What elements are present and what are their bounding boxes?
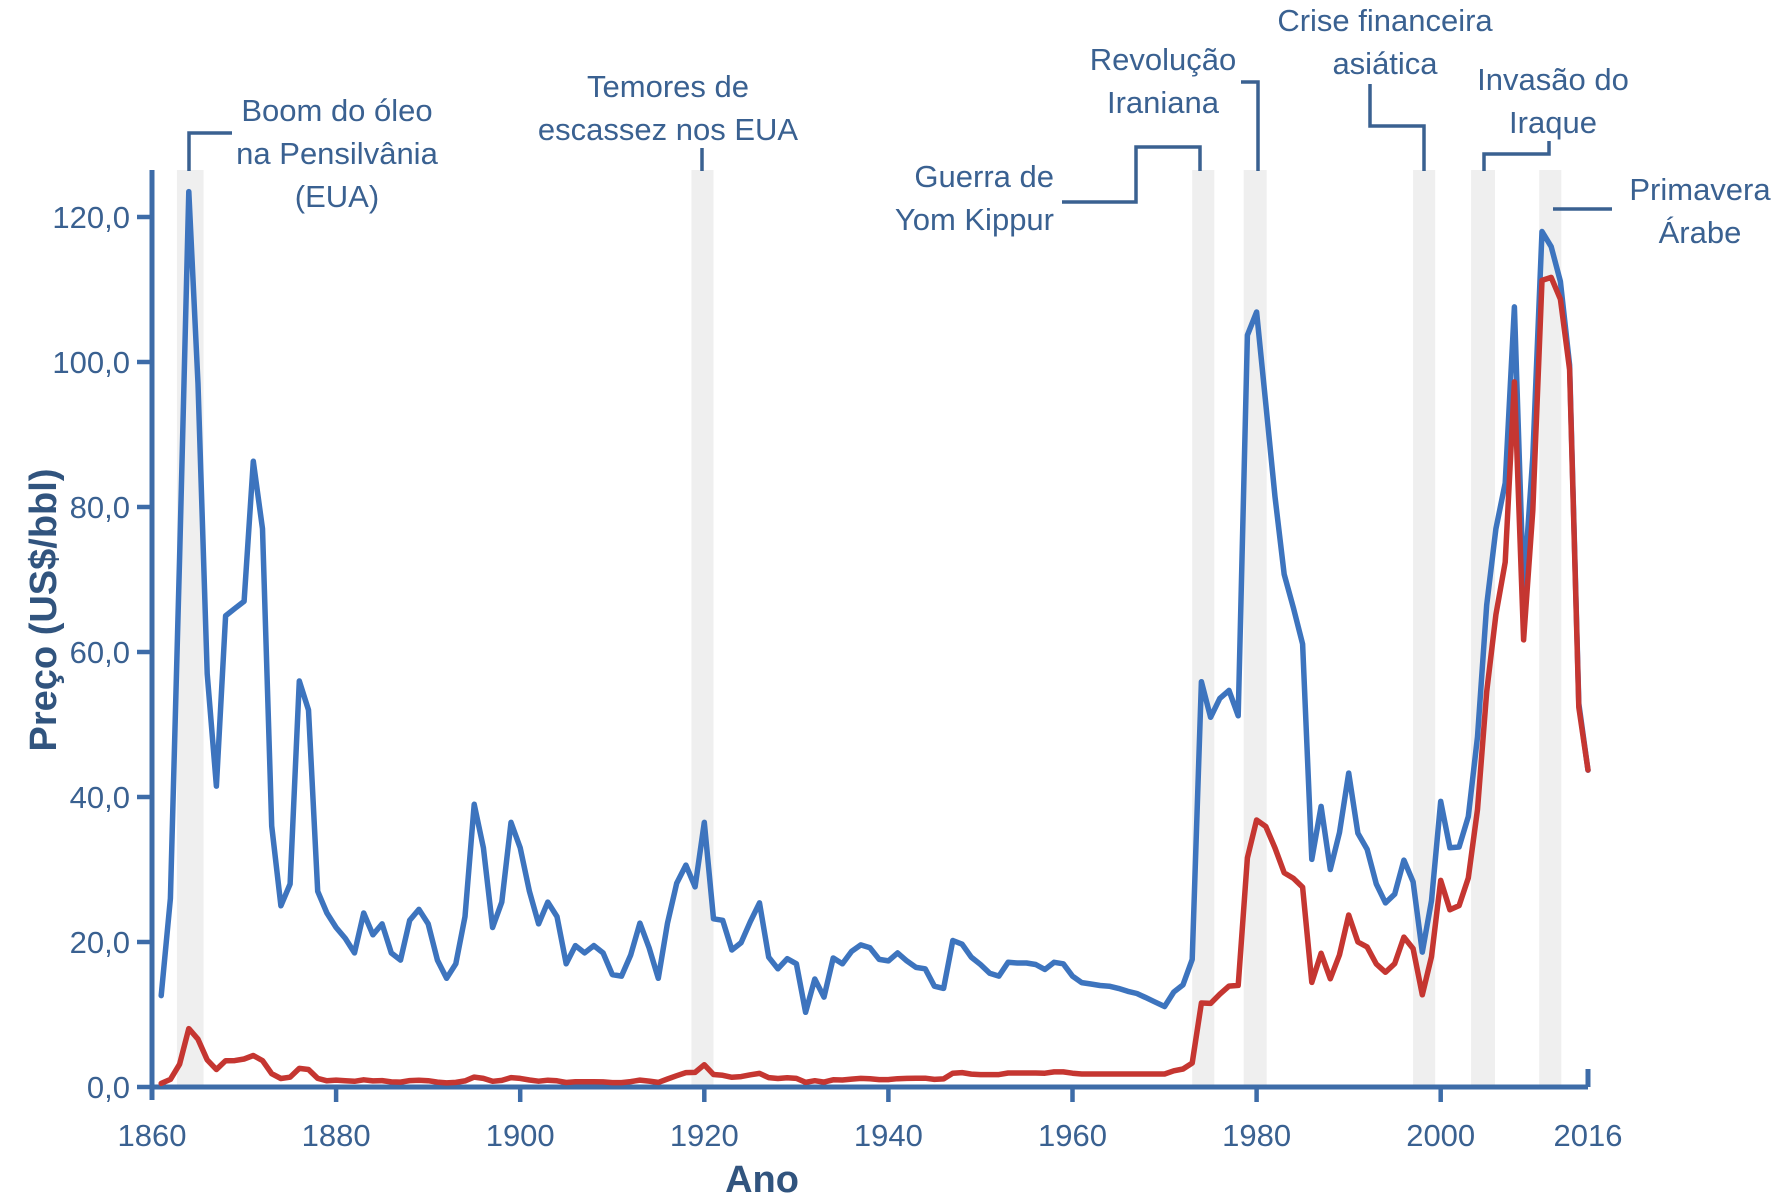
annotation-label-boom: Boom do óleo na Pensilvânia (EUA) [236, 93, 438, 214]
event-band-primavera [1539, 170, 1562, 1087]
annotation-label-crise: Crise financeira asiática [1277, 3, 1493, 81]
annotation-connectors [187, 80, 1612, 211]
annotation-label-temores: Temores de escassez nos EUA [538, 69, 798, 147]
x-tick-label: 1980 [1222, 1118, 1291, 1153]
event-band-guerra [1192, 170, 1215, 1087]
annotation-connector-crise [1368, 84, 1426, 171]
annotation-connector-invasao [1482, 141, 1551, 171]
annotation-connector-revolucao [1241, 80, 1260, 171]
annotation-label-guerra: Guerra de Yom Kippur [895, 159, 1054, 237]
annotation-labels: Boom do óleo na Pensilvânia (EUA) Temores d… [236, 3, 1771, 250]
annotation-connector-guerra [1062, 145, 1202, 204]
y-axis-title: Preço (US$/bbl) [23, 469, 65, 752]
event-band-crise [1413, 170, 1436, 1087]
y-tick-label: 60,0 [70, 635, 130, 670]
y-tick-label: 0,0 [87, 1070, 130, 1105]
tick-labels: 0,0 20,0 40,0 60,0 80,0 100,0 120,0 1860 1880 190… [52, 200, 1622, 1153]
y-tick-label: 120,0 [52, 200, 130, 235]
annotation-label-primavera: Primavera Árabe [1629, 172, 1771, 250]
x-tick-label: 1880 [302, 1118, 371, 1153]
x-axis-title: Ano [725, 1159, 799, 1201]
x-tick-label: 2000 [1406, 1118, 1475, 1153]
event-band-boom [176, 170, 204, 1087]
event-band-revolucao [1243, 170, 1267, 1087]
x-tick-label: 1940 [854, 1118, 923, 1153]
series-lines [158, 188, 1591, 1087]
y-tick-label: 100,0 [52, 345, 130, 380]
annotation-connector-boom [187, 131, 232, 171]
y-tick-label: 40,0 [70, 780, 130, 815]
x-tick-label: 2016 [1554, 1118, 1623, 1153]
axes [137, 170, 1591, 1102]
annotation-label-invasao: Invasão do Iraque [1477, 62, 1629, 140]
serie-azul-preco-real-line [158, 188, 1591, 1016]
x-tick-label: 1920 [670, 1118, 739, 1153]
event-band-temores [691, 170, 714, 1087]
y-tick-label: 80,0 [70, 490, 130, 525]
x-tick-label: 1900 [486, 1118, 555, 1153]
x-tick-label: 1960 [1038, 1118, 1107, 1153]
serie-vermelha-preco-nominal-line [158, 274, 1591, 1087]
y-tick-label: 20,0 [70, 925, 130, 960]
x-tick-label: 1860 [118, 1118, 187, 1153]
annotation-label-revolucao: Revolução Iraniana [1090, 42, 1236, 120]
